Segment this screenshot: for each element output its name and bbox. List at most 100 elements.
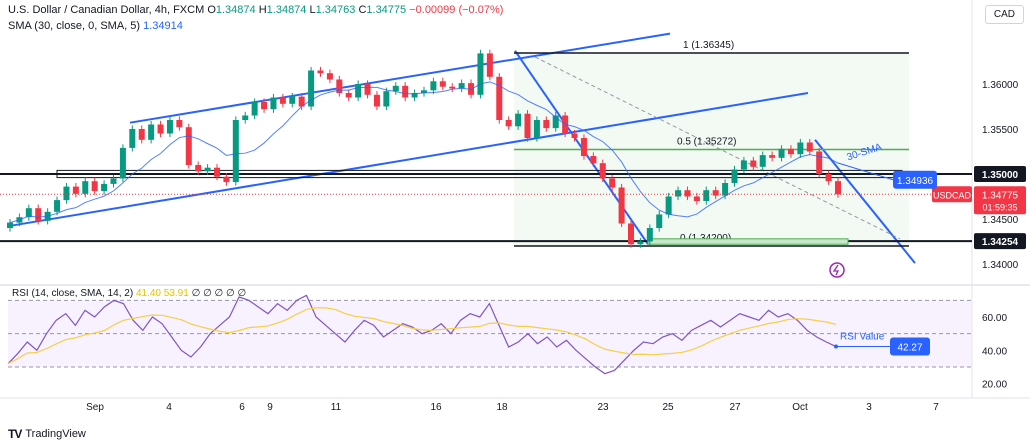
candle-body (825, 174, 832, 182)
candle-body (816, 151, 823, 174)
brand-text: TradingView (25, 428, 86, 440)
candle-body (712, 190, 719, 196)
candle-body (684, 190, 691, 197)
symbol-header: U.S. Dollar / Canadian Dollar, 4h, FXCM … (8, 4, 504, 16)
candle-body (101, 183, 108, 192)
high-value: 1.34874 (266, 4, 307, 16)
candle-body (439, 81, 446, 87)
candle-body (477, 53, 484, 95)
candle-body (421, 90, 427, 93)
symbol-tag-bg (932, 186, 972, 203)
countdown-value: 01:59:35 (982, 202, 1017, 212)
candle-body (289, 96, 296, 104)
rsi-line (7, 294, 837, 375)
candle-body (166, 120, 173, 134)
candle-body (373, 94, 380, 107)
sma-line (9, 81, 839, 224)
candle-body (35, 208, 42, 221)
candle-body (82, 181, 89, 194)
candle-body (552, 115, 559, 129)
candle-body (204, 167, 211, 172)
candle-body (533, 120, 540, 138)
candle-body (176, 120, 183, 128)
channel-lower-line (7, 92, 809, 228)
tradingview-brand[interactable]: TV TradingView (8, 427, 86, 441)
rsi-value-tag-bg (890, 337, 930, 356)
rsi-tick-label: 20.00 (982, 380, 1007, 391)
candle-body (609, 178, 616, 188)
candle-body (214, 167, 220, 177)
last-price-tag-bg (974, 186, 1026, 215)
candle-body (383, 91, 390, 107)
candle-body (806, 142, 813, 152)
candle-body (138, 129, 145, 140)
candle-body (110, 178, 117, 184)
candle-body (524, 113, 531, 138)
candle-body (317, 70, 324, 74)
price-tick-label: 1.35500 (982, 125, 1019, 136)
time-tick-label: Sep (86, 402, 104, 413)
rsi-value-2: 53.91 (163, 288, 189, 299)
candle-body (590, 156, 597, 164)
candle-body (571, 133, 578, 138)
candle-body (599, 163, 606, 179)
symbol-tag-label: USDCAD (933, 190, 972, 200)
time-tick-label: 27 (729, 402, 741, 413)
candle-body (759, 155, 766, 167)
candle-body (25, 208, 32, 218)
candle-body (298, 96, 305, 107)
candle-body (148, 124, 155, 140)
candle-body (251, 102, 258, 116)
rsi-tick-label: 60.00 (982, 313, 1007, 324)
trend-down-line-2 (814, 139, 916, 264)
candle-body (270, 97, 277, 110)
sma-value-tag-bg (893, 170, 937, 189)
bottom-zone-box (647, 238, 849, 245)
candle-body (63, 186, 70, 201)
fib-label: 0.5 (1.35272) (677, 137, 737, 148)
candle-body (787, 148, 794, 155)
close-value: 1.34775 (366, 4, 407, 16)
fib-label: 1 (1.36345) (683, 40, 734, 51)
time-tick-label: 18 (496, 402, 508, 413)
level-tag-bg (974, 166, 1026, 182)
price-tick-label: 1.34500 (982, 215, 1019, 226)
candle-body (656, 214, 663, 228)
candle-body (675, 190, 682, 197)
candle-body (232, 120, 239, 183)
rsi-value-tag: 42.27 (897, 343, 922, 354)
sma-title: SMA (30, close, 0, SMA, 5) (8, 20, 141, 32)
candle-body (722, 183, 729, 196)
candle-body (740, 160, 747, 170)
candle-body (364, 84, 371, 95)
candle-body (72, 186, 79, 194)
candle-body (355, 84, 362, 98)
time-tick-label: 11 (331, 402, 342, 413)
candle-body (308, 70, 315, 107)
candle-body (7, 222, 13, 228)
price-tick-label: 1.36000 (982, 80, 1019, 91)
sma-extension (837, 162, 894, 181)
channel-upper-line (129, 32, 671, 124)
rsi-title: RSI (14, close, SMA, 14, 2) (12, 288, 134, 299)
candle-body (430, 81, 437, 91)
rsi-extra: ∅ ∅ ∅ ∅ ∅ (191, 288, 247, 299)
candle-body (279, 97, 286, 104)
candle-body (91, 181, 98, 192)
dashed-projection (534, 56, 901, 240)
candle-body (402, 85, 409, 98)
candle-body (119, 147, 126, 179)
time-tick-label: 3 (866, 402, 872, 413)
candle-body (835, 181, 841, 195)
symbol-title: U.S. Dollar / Canadian Dollar, 4h, FXCM (8, 4, 205, 16)
time-tick-label: 9 (267, 402, 273, 413)
rsi-value-1: 41.40 (135, 288, 161, 299)
candle-body (731, 169, 738, 183)
candle-body (637, 241, 644, 245)
rsi-annotation: RSI Value (840, 332, 885, 343)
rsi-tick-label: 40.00 (982, 346, 1007, 357)
time-tick-label: 25 (662, 402, 674, 413)
currency-button[interactable]: CAD (984, 5, 1024, 24)
candle-body (646, 228, 653, 242)
candle-body (797, 142, 804, 155)
